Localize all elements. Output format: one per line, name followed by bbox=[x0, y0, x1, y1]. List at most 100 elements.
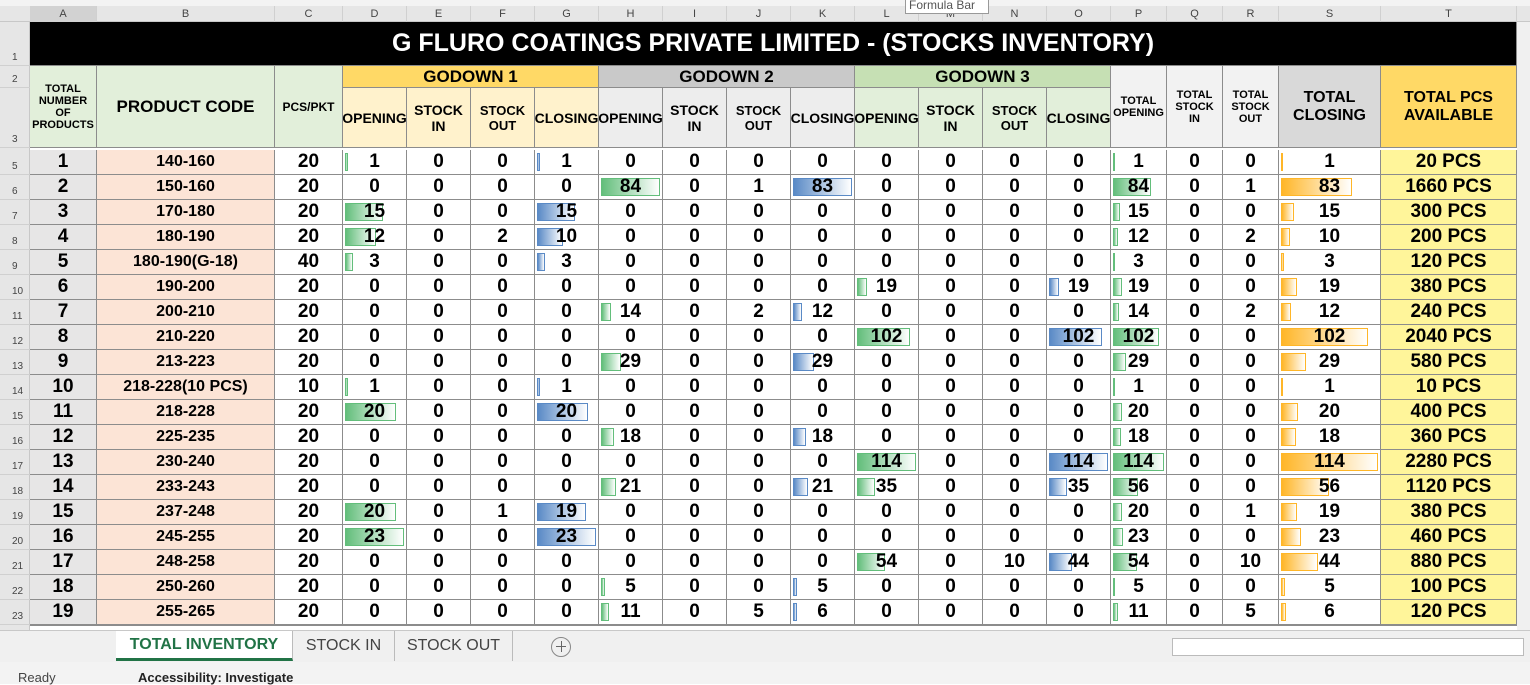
cell-text: 237-248 bbox=[156, 503, 215, 520]
table-cell: 0 bbox=[1167, 400, 1223, 425]
table-cell: 20 bbox=[275, 275, 343, 300]
table-cell: 17 bbox=[30, 550, 97, 575]
cell-text: 0 bbox=[881, 401, 892, 422]
cell-text: 23 bbox=[555, 526, 578, 547]
data-bar bbox=[793, 603, 798, 621]
table-cell: 12 bbox=[30, 425, 97, 450]
cell-text: 0 bbox=[625, 201, 636, 222]
table-cell: 0 bbox=[791, 525, 855, 550]
data-bar bbox=[1113, 353, 1126, 371]
subheader-cell: STOCK IN bbox=[919, 88, 983, 148]
table-cell: 1 bbox=[1223, 500, 1279, 525]
table-cell: 0 bbox=[471, 300, 535, 325]
data-bar bbox=[793, 478, 808, 496]
cell-text: 248-258 bbox=[156, 553, 215, 570]
cell-text: 0 bbox=[433, 301, 444, 322]
cell-text: 0 bbox=[1189, 576, 1200, 597]
cell-text: 6 bbox=[1324, 601, 1335, 622]
table-cell: 20 bbox=[275, 150, 343, 175]
table-cell: 20 bbox=[275, 475, 343, 500]
table-cell: 3 bbox=[1111, 250, 1167, 275]
sheet-tab[interactable]: STOCK IN bbox=[293, 631, 395, 661]
cell-text: 0 bbox=[1189, 426, 1200, 447]
godown-header: GODOWN 1 bbox=[343, 66, 599, 88]
table-cell: 21 bbox=[791, 475, 855, 500]
cell-text: 12 bbox=[1127, 226, 1150, 247]
table-cell: 10 bbox=[275, 375, 343, 400]
cell-text: 218-228(10 PCS) bbox=[123, 378, 248, 395]
header-cell: TOTAL PCS AVAILABLE bbox=[1381, 66, 1517, 148]
data-bar bbox=[1113, 328, 1159, 346]
cell-text: 0 bbox=[945, 351, 956, 372]
table-cell: 0 bbox=[1223, 525, 1279, 550]
table-cell: 6 bbox=[1279, 600, 1381, 625]
cell-text: 20 bbox=[297, 351, 320, 372]
data-bar bbox=[1281, 153, 1283, 171]
cell-text: 0 bbox=[433, 351, 444, 372]
subheader-cell: CLOSING bbox=[791, 88, 855, 148]
cell-text: 1 bbox=[561, 376, 572, 397]
cell-text: 0 bbox=[689, 226, 700, 247]
cell-text: 0 bbox=[1189, 451, 1200, 472]
cell-text: 0 bbox=[945, 551, 956, 572]
table-cell: 0 bbox=[599, 500, 663, 525]
table-cell: 0 bbox=[919, 300, 983, 325]
table-cell: 0 bbox=[471, 150, 535, 175]
cell-text: 0 bbox=[881, 201, 892, 222]
cell-text: 0 bbox=[497, 151, 508, 172]
table-cell: 0 bbox=[663, 175, 727, 200]
table-cell: 0 bbox=[535, 475, 599, 500]
table-cell: 218-228 bbox=[97, 400, 275, 425]
table-cell: 200 PCS bbox=[1381, 225, 1517, 250]
cell-text: 0 bbox=[433, 426, 444, 447]
cell-text: 0 bbox=[497, 251, 508, 272]
cell-text: 0 bbox=[817, 551, 828, 572]
table-cell: 0 bbox=[663, 150, 727, 175]
status-mode: Ready bbox=[18, 670, 56, 685]
cell-text: 0 bbox=[1189, 351, 1200, 372]
cell-text: 19 bbox=[875, 276, 898, 297]
cell-text: 190-200 bbox=[156, 278, 215, 295]
table-cell: 0 bbox=[1047, 400, 1111, 425]
add-sheet-button[interactable] bbox=[551, 637, 571, 657]
sheet-tab[interactable]: STOCK OUT bbox=[395, 631, 513, 661]
cell-text: 11 bbox=[52, 401, 74, 422]
data-bar bbox=[1113, 378, 1115, 396]
cell-text: 0 bbox=[689, 326, 700, 347]
sheet-tab[interactable]: TOTAL INVENTORY bbox=[116, 631, 293, 661]
column-letter: H bbox=[599, 6, 663, 22]
cell-text: 0 bbox=[753, 551, 764, 572]
cell-text: 56 bbox=[1127, 476, 1150, 497]
row-number: 12 bbox=[0, 325, 30, 350]
table-cell: 1 bbox=[535, 150, 599, 175]
accessibility-status[interactable]: Accessibility: Investigate bbox=[138, 670, 294, 685]
cell-text: 0 bbox=[561, 326, 572, 347]
table-cell: 0 bbox=[1167, 550, 1223, 575]
cell-text: 19 bbox=[555, 501, 578, 522]
cell-text: 0 bbox=[881, 526, 892, 547]
table-cell: 19 bbox=[855, 275, 919, 300]
cell-text: 255-265 bbox=[156, 603, 215, 620]
cell-text: 0 bbox=[817, 326, 828, 347]
table-cell: 11 bbox=[1111, 600, 1167, 625]
horizontal-scrollbar[interactable] bbox=[1172, 638, 1524, 656]
row-number: 18 bbox=[0, 475, 30, 500]
table-cell: 0 bbox=[983, 575, 1047, 600]
table-cell: 0 bbox=[407, 150, 471, 175]
table-cell: 0 bbox=[727, 525, 791, 550]
table-cell: 20 bbox=[275, 525, 343, 550]
row-number: 17 bbox=[0, 450, 30, 475]
table-cell: 0 bbox=[471, 425, 535, 450]
table-cell: 0 bbox=[663, 400, 727, 425]
cell-text: 0 bbox=[881, 576, 892, 597]
table-cell: 0 bbox=[535, 600, 599, 625]
cell-text: 20 bbox=[363, 501, 386, 522]
cell-text: 225-235 bbox=[156, 428, 215, 445]
table-cell: 84 bbox=[599, 175, 663, 200]
cell-text: 1 bbox=[1324, 151, 1335, 172]
table-cell: 19 bbox=[30, 600, 97, 625]
table-cell: 0 bbox=[1167, 175, 1223, 200]
table-cell: 0 bbox=[1047, 300, 1111, 325]
table-cell: 2280 PCS bbox=[1381, 450, 1517, 475]
data-bar bbox=[1113, 603, 1118, 621]
